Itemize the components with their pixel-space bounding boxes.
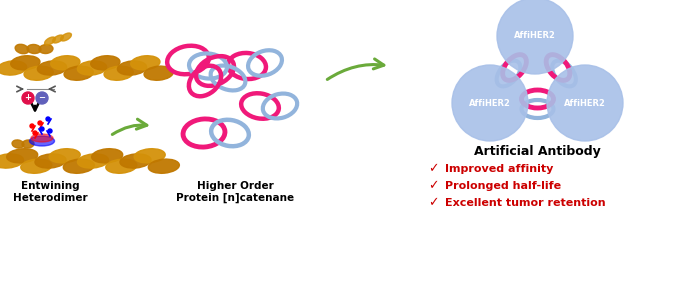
Ellipse shape (118, 61, 146, 75)
Circle shape (547, 65, 623, 141)
Text: Higher Order
Protein [n]catenane: Higher Order Protein [n]catenane (176, 181, 294, 203)
Ellipse shape (35, 154, 66, 168)
Ellipse shape (120, 154, 151, 168)
Ellipse shape (63, 159, 94, 173)
Ellipse shape (144, 66, 174, 80)
Text: Improved affinity: Improved affinity (445, 164, 554, 174)
Ellipse shape (22, 140, 34, 148)
Ellipse shape (0, 154, 24, 168)
Text: Excellent tumor retention: Excellent tumor retention (445, 198, 606, 208)
Ellipse shape (131, 56, 160, 70)
Ellipse shape (78, 61, 106, 75)
Ellipse shape (29, 136, 55, 146)
Text: Prolonged half-life: Prolonged half-life (445, 181, 561, 191)
Ellipse shape (52, 35, 64, 43)
Text: −: − (38, 94, 46, 103)
Circle shape (40, 127, 44, 131)
Ellipse shape (134, 149, 165, 163)
Text: Artificial Antibody: Artificial Antibody (474, 144, 601, 157)
Ellipse shape (104, 66, 133, 80)
Ellipse shape (21, 159, 52, 173)
Circle shape (22, 92, 34, 104)
Ellipse shape (45, 37, 55, 45)
Circle shape (33, 131, 37, 135)
Circle shape (497, 0, 573, 74)
Circle shape (36, 92, 48, 104)
Text: ✓: ✓ (428, 180, 438, 192)
Circle shape (38, 121, 42, 125)
Ellipse shape (6, 149, 38, 163)
Circle shape (46, 117, 50, 121)
Ellipse shape (27, 44, 41, 53)
Circle shape (452, 65, 528, 141)
Ellipse shape (15, 44, 29, 54)
Circle shape (30, 124, 34, 128)
Text: ✓: ✓ (428, 196, 438, 210)
Ellipse shape (50, 56, 80, 70)
Ellipse shape (49, 149, 80, 163)
Ellipse shape (12, 140, 24, 148)
Ellipse shape (148, 159, 179, 173)
Ellipse shape (31, 134, 53, 142)
Ellipse shape (64, 66, 93, 80)
Text: ✓: ✓ (428, 162, 438, 176)
Ellipse shape (10, 56, 40, 70)
Text: AffiHER2: AffiHER2 (514, 31, 556, 40)
Ellipse shape (0, 61, 27, 75)
Text: Entwining
Heterodimer: Entwining Heterodimer (13, 181, 87, 203)
Ellipse shape (78, 154, 108, 168)
Ellipse shape (92, 149, 122, 163)
Text: AffiHER2: AffiHER2 (469, 99, 511, 108)
Text: AffiHER2: AffiHER2 (564, 99, 606, 108)
Ellipse shape (106, 159, 137, 173)
Ellipse shape (39, 44, 53, 53)
Ellipse shape (24, 66, 53, 80)
Circle shape (48, 129, 52, 133)
Ellipse shape (61, 33, 71, 41)
Text: +: + (25, 94, 32, 103)
Ellipse shape (91, 56, 120, 70)
Ellipse shape (37, 61, 66, 75)
